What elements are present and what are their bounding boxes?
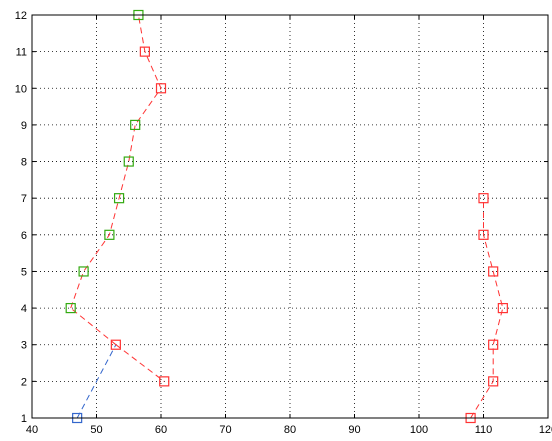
data-point-red <box>155 83 167 94</box>
data-point-red <box>478 229 489 240</box>
y-tick-label: 9 <box>21 120 27 132</box>
grid <box>32 15 548 418</box>
y-tick-label: 1 <box>21 413 27 425</box>
series-markers <box>65 9 508 424</box>
data-point-red <box>497 302 508 314</box>
x-tick-label: 100 <box>410 424 428 436</box>
y-tick-label: 12 <box>15 10 27 22</box>
series-line-red-3 <box>70 14 162 309</box>
y-tick-label: 7 <box>21 193 27 205</box>
data-point-green <box>123 156 134 167</box>
x-tick-label: 50 <box>90 424 102 436</box>
series-line-blue-0 <box>76 344 117 419</box>
series-line-red-7 <box>470 198 504 419</box>
data-point-green <box>65 302 76 314</box>
x-tick-label: 110 <box>475 424 493 436</box>
y-tick-label: 6 <box>21 230 27 242</box>
data-point-red <box>488 376 499 387</box>
x-tick-label: 60 <box>155 424 167 436</box>
data-point-green <box>78 266 89 277</box>
data-point-green <box>113 193 125 204</box>
data-point-red <box>139 46 150 57</box>
y-tick-label: 4 <box>21 303 27 315</box>
x-tick-label: 90 <box>348 424 360 436</box>
y-tick-label: 8 <box>21 157 27 169</box>
data-point-green <box>104 229 115 240</box>
series-line-red-2 <box>70 307 117 346</box>
series-line-red-1 <box>115 344 165 382</box>
x-tick-labels: 40 50 60 70 80 90 100 110 120 <box>26 15 552 436</box>
x-tick-label: 80 <box>284 424 296 436</box>
y-tick-label: 10 <box>15 83 27 95</box>
x-tick-label: 40 <box>26 424 38 436</box>
data-point-red <box>110 339 121 350</box>
data-point-green <box>130 119 141 131</box>
y-tick-label: 2 <box>21 376 27 388</box>
series-lines <box>70 14 504 419</box>
data-point-red <box>488 266 499 277</box>
data-point-red <box>488 339 499 350</box>
x-tick-label: 70 <box>219 424 231 436</box>
data-point-red <box>159 376 170 387</box>
y-tick-label: 5 <box>21 266 27 278</box>
data-point-red <box>478 193 489 204</box>
y-tick-label: 11 <box>16 47 27 59</box>
y-tick-label: 3 <box>21 340 27 352</box>
x-tick-label: 120 <box>539 424 552 436</box>
